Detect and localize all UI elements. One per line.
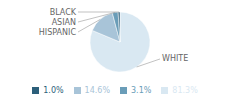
html-text:81.3%: 81.3%: [172, 86, 198, 95]
svg-text:BLACK: BLACK: [50, 8, 77, 17]
svg-text:WHITE: WHITE: [162, 54, 188, 63]
html-text:1.0%: 1.0%: [43, 86, 64, 95]
html-text:3.1%: 3.1%: [131, 86, 152, 95]
svg-text:HISPANIC: HISPANIC: [39, 28, 77, 37]
html-text:14.6%: 14.6%: [84, 86, 110, 95]
svg-text:ASIAN: ASIAN: [52, 18, 76, 27]
